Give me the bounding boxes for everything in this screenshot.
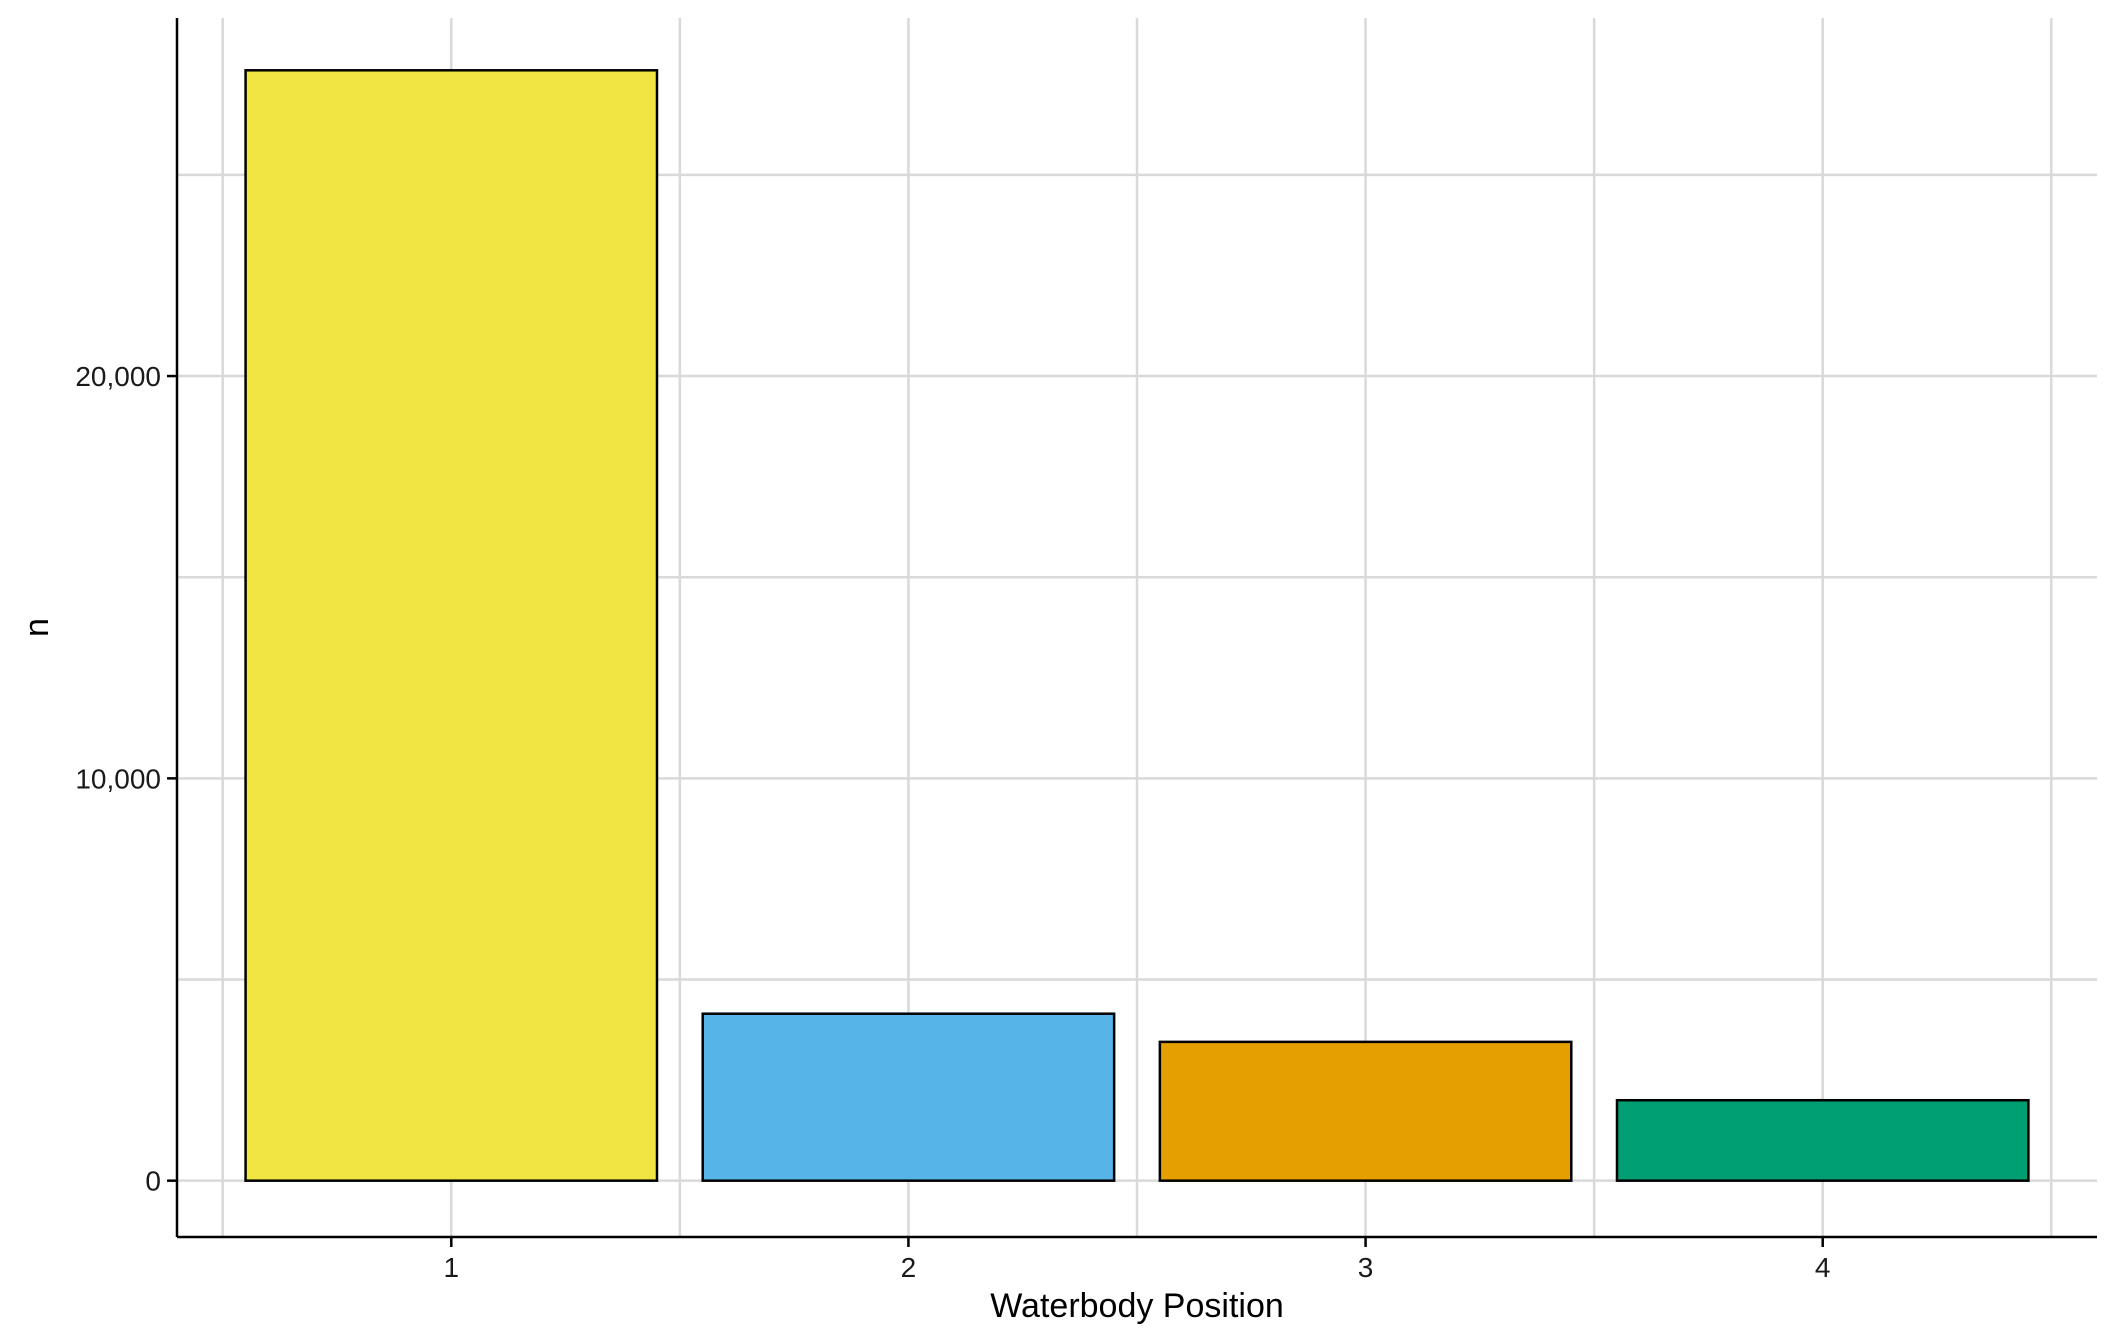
axes — [175, 18, 2097, 1239]
bar-4 — [1615, 1098, 2030, 1182]
bar-2 — [701, 1012, 1116, 1182]
bar-1 — [244, 69, 659, 1182]
y-tick-label: 10,000 — [75, 763, 161, 794]
x-tick-label: 4 — [1815, 1252, 1831, 1283]
x-tick-label: 1 — [443, 1252, 459, 1283]
bars — [244, 69, 2030, 1182]
x-tick-label: 3 — [1358, 1252, 1374, 1283]
bar-3 — [1158, 1040, 1573, 1182]
y-tick-label: 20,000 — [75, 361, 161, 392]
ticks: 0 10,000 20,000 1 2 3 4 — [75, 361, 1830, 1283]
y-tick-label: 0 — [145, 1166, 161, 1197]
x-axis-title: Waterbody Position — [990, 1287, 1284, 1325]
x-tick-label: 2 — [901, 1252, 917, 1283]
y-axis-title: n — [18, 618, 56, 637]
